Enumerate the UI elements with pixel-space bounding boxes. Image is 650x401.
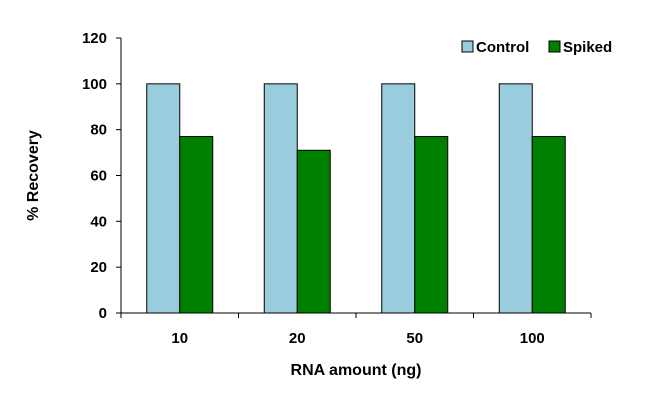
bar-spiked-10 — [179, 136, 214, 314]
legend-label-spiked: Spiked — [563, 39, 612, 56]
x-ticks: 10 20 50 100 — [120, 313, 592, 347]
y-tick-label: 80 — [90, 122, 107, 139]
x-tick-label: 20 — [289, 330, 306, 347]
legend-swatch-control — [461, 40, 474, 53]
bars-layer — [146, 83, 566, 314]
y-tick-label: 40 — [90, 213, 107, 230]
x-tick-label: 10 — [171, 330, 188, 347]
bar-control-10 — [146, 83, 181, 314]
legend-label-control: Control — [476, 39, 529, 56]
x-tick-label: 100 — [520, 330, 545, 347]
legend-swatch-spiked — [548, 40, 561, 53]
bar-control-20 — [263, 83, 298, 314]
bar-control-50 — [381, 83, 416, 314]
bar-spiked-100 — [531, 136, 566, 314]
y-tick-label: 20 — [90, 259, 107, 276]
y-tick-label: 0 — [99, 305, 107, 322]
bar-control-100 — [498, 83, 533, 314]
legend: Control Spiked — [461, 39, 612, 56]
y-axis-title: % Recovery — [25, 130, 42, 221]
y-tick-label: 60 — [90, 168, 107, 185]
x-axis-title: RNA amount (ng) — [291, 362, 422, 379]
x-tick-label: 50 — [406, 330, 423, 347]
y-tick-label: 100 — [82, 76, 107, 93]
bar-spiked-20 — [296, 149, 331, 314]
bar-spiked-50 — [414, 136, 449, 314]
y-ticks: 0 20 40 60 80 100 120 — [82, 30, 121, 322]
y-tick-label: 120 — [82, 30, 107, 47]
